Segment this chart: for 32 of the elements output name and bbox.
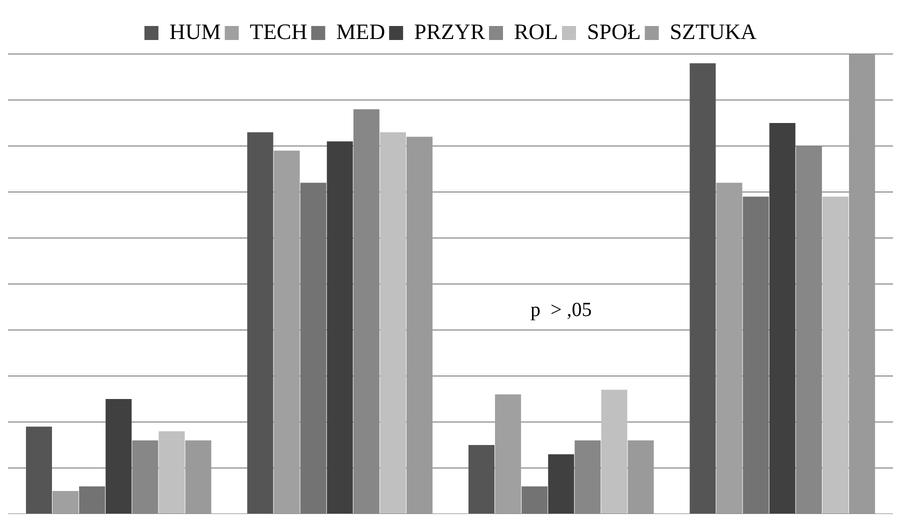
bar [522,486,548,514]
bar [849,54,876,514]
bar [274,150,300,514]
legend-label: SPOŁ [587,18,641,44]
bar [52,491,79,514]
bar [106,399,132,514]
bar [769,123,796,514]
bar [185,440,212,514]
bar [495,394,522,514]
legend-label: SZTUKA [670,18,757,44]
bar [548,454,574,514]
bar [822,196,848,514]
bar [716,182,742,514]
bar [690,63,716,514]
bar [601,390,628,514]
legend-label: ROL [514,18,558,44]
bar [26,426,52,514]
annotation: p > ,05 [530,299,592,322]
legend-label: TECH [250,18,308,44]
bar [406,136,433,514]
bar [300,182,326,514]
bar [742,196,769,514]
legend-label: HUM [169,18,221,44]
legend-label: PRZYR [414,18,486,44]
bar [628,440,654,514]
bar [158,431,185,514]
legend-label: MED [336,18,386,44]
bar [468,445,494,514]
bar [326,141,353,514]
bar [79,486,106,514]
bar [380,132,406,514]
bar [247,132,274,514]
